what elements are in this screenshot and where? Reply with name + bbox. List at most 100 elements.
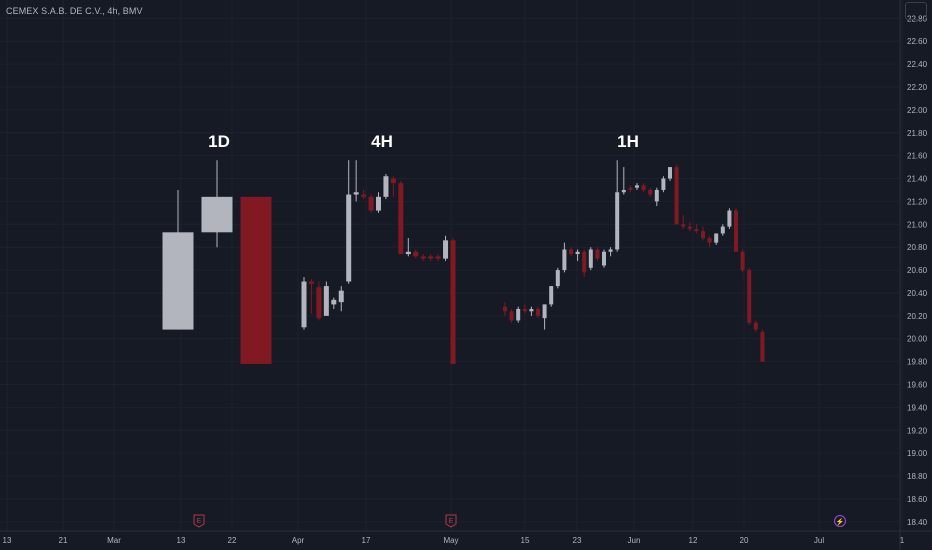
timeframe-label: 1H — [617, 132, 639, 151]
candle-body — [562, 249, 567, 271]
candle-body — [595, 249, 600, 259]
y-tick-label: 18.60 — [907, 495, 928, 504]
y-tick-label: 19.40 — [907, 403, 928, 412]
y-tick-label: 18.80 — [907, 472, 928, 481]
y-tick-label: 21.00 — [907, 220, 928, 229]
candle-body — [549, 286, 554, 305]
candle-body — [753, 322, 758, 330]
x-tick-label: Jul — [814, 536, 824, 545]
candle-body — [555, 270, 560, 287]
x-tick-label: 13 — [177, 536, 186, 545]
candle-body — [628, 187, 633, 190]
y-tick-label: 19.00 — [907, 449, 928, 458]
dividend-marker-icon: ⚡ — [834, 515, 846, 527]
earnings-marker-icon: E — [193, 514, 205, 528]
candle-body — [338, 290, 344, 303]
annotations: 1D 4H 1H — [208, 132, 639, 151]
y-tick-label: 22.20 — [907, 83, 928, 92]
candle-body — [569, 249, 573, 255]
candle-body — [668, 167, 672, 179]
candle-body — [413, 251, 419, 257]
y-tick-label: 19.60 — [907, 381, 928, 390]
candle-body — [588, 249, 593, 268]
candle-body — [661, 178, 666, 190]
candle-body — [536, 308, 540, 316]
candle-body — [734, 210, 738, 252]
candle-body — [608, 249, 613, 252]
candle-body — [405, 251, 411, 255]
y-tick-label: 18.40 — [907, 518, 928, 527]
x-tick-label: 13 — [3, 536, 12, 545]
candle-body — [602, 251, 606, 266]
candle-body — [376, 196, 381, 211]
candle-body — [707, 238, 712, 243]
y-tick-label: 20.40 — [907, 289, 928, 298]
earnings-marker-icon: E — [445, 514, 457, 528]
y-tick-label: 21.60 — [907, 152, 928, 161]
y-tick-label: 22.60 — [907, 37, 928, 46]
chart-settings-button[interactable] — [905, 2, 927, 20]
candle-body — [615, 192, 620, 250]
candle-body — [542, 304, 547, 319]
candle-body — [240, 196, 272, 364]
x-tick-label: 20 — [740, 536, 749, 545]
candle-body — [516, 308, 521, 321]
svg-text:⚡: ⚡ — [836, 517, 845, 526]
candle-body — [681, 224, 686, 227]
y-tick-label: 22.00 — [907, 106, 928, 115]
x-tick-label: Mar — [107, 536, 121, 545]
candle-body — [575, 251, 580, 255]
candle-body — [368, 196, 374, 211]
candle-body — [331, 299, 337, 305]
candles — [162, 160, 765, 364]
candle-body — [346, 194, 352, 282]
candle-body — [522, 308, 527, 312]
candle-body — [701, 231, 705, 239]
svg-text:E: E — [197, 518, 202, 525]
candle-body — [316, 287, 322, 319]
candle-body — [435, 256, 441, 259]
x-tick-label: May — [443, 536, 458, 545]
candle-body — [687, 226, 692, 229]
candle-body — [694, 228, 699, 232]
symbol-title: CEMEX S.A.B. DE C.V., 4h, BMV — [6, 6, 143, 16]
y-tick-label: 20.60 — [907, 266, 928, 275]
x-tick-label: 23 — [573, 536, 582, 545]
y-tick-label: 20.80 — [907, 243, 928, 252]
candle-body — [582, 251, 587, 273]
timeframe-label: 4H — [371, 132, 393, 151]
candle-body — [621, 189, 626, 193]
x-tick-label: 17 — [362, 536, 371, 545]
y-tick-label: 19.20 — [907, 426, 928, 435]
x-tick-label: 12 — [689, 536, 698, 545]
candle-body — [648, 189, 653, 195]
candle-body — [428, 256, 434, 259]
y-tick-label: 21.80 — [907, 129, 928, 138]
candle-body — [654, 189, 659, 202]
candle-body — [201, 196, 233, 233]
y-tick-label: 21.40 — [907, 175, 928, 184]
candle-body — [727, 210, 732, 227]
candle-body — [503, 306, 507, 312]
y-tick-label: 22.40 — [907, 60, 928, 69]
y-tick-label: 21.20 — [907, 197, 928, 206]
x-tick-label: Apr — [292, 536, 305, 545]
y-tick-label: 20.00 — [907, 335, 928, 344]
x-tick-label: Jun — [628, 536, 641, 545]
candle-body — [390, 178, 396, 184]
candle-body — [162, 232, 194, 330]
candle-body — [641, 185, 646, 190]
candle-body — [509, 311, 514, 321]
candle-body — [323, 286, 329, 316]
candle-body — [420, 256, 426, 259]
x-tick-label: 21 — [59, 536, 68, 545]
svg-text:E: E — [449, 518, 454, 525]
candle-body — [720, 226, 725, 234]
candle-body — [714, 233, 719, 243]
y-tick-label: 20.20 — [907, 312, 928, 321]
candle-body — [740, 251, 745, 271]
candle-body — [450, 240, 456, 364]
y-tick-label: 22.80 — [907, 14, 928, 23]
